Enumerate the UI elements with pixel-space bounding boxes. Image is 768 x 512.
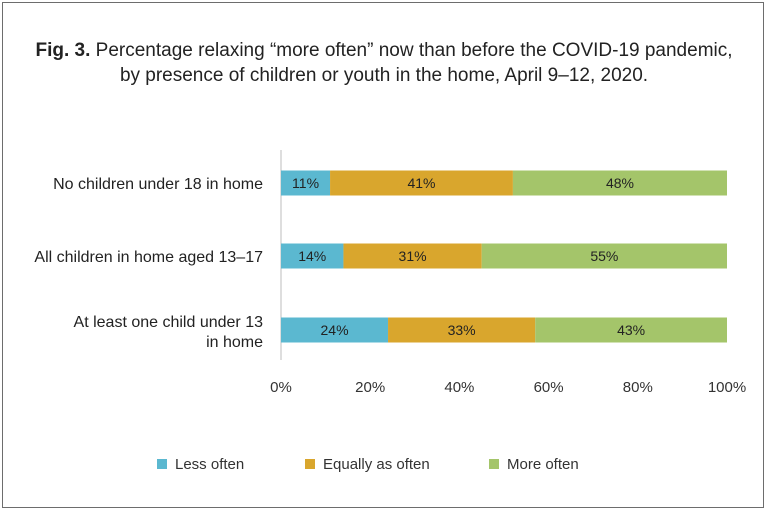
bar-segment	[281, 170, 331, 196]
legend-label: Equally as often	[323, 456, 430, 473]
x-tick-label: 80%	[623, 379, 653, 396]
data-label: 55%	[590, 248, 618, 264]
legend-label: Less often	[175, 456, 244, 473]
legend-swatch	[489, 459, 499, 469]
bar-segment	[281, 317, 389, 343]
category-label: in home	[206, 334, 263, 351]
title-text-1: Percentage relaxing “more often” now tha…	[95, 40, 733, 61]
data-label: 43%	[617, 322, 645, 338]
data-label: 31%	[399, 248, 427, 264]
category-label: At least one child under 13	[74, 314, 264, 331]
chart-title-line-1: Fig. 3. Percentage relaxing “more often”…	[0, 38, 768, 63]
data-label: 24%	[321, 322, 349, 338]
category-label: No children under 18 in home	[53, 176, 263, 193]
legend-label: More often	[507, 456, 579, 473]
x-tick-label: 100%	[708, 379, 746, 396]
category-label: All children in home aged 13–17	[34, 249, 263, 266]
x-tick-label: 20%	[355, 379, 385, 396]
bar-segment	[281, 243, 344, 269]
bar-segment	[535, 317, 727, 343]
data-label: 48%	[606, 175, 634, 191]
legend-swatch	[157, 459, 167, 469]
bar-segment	[343, 243, 482, 269]
data-label: 41%	[407, 175, 435, 191]
x-tick-label: 0%	[270, 379, 292, 396]
bar-segment	[512, 170, 727, 196]
bar-segment	[481, 243, 727, 269]
x-tick-label: 40%	[444, 379, 474, 396]
chart-title: Fig. 3. Percentage relaxing “more often”…	[0, 38, 768, 88]
chart-title-line-2: by presence of children or youth in the …	[119, 65, 649, 86]
bar-segment	[388, 317, 536, 343]
data-label: 14%	[298, 248, 326, 264]
data-label: 11%	[292, 175, 319, 191]
legend-swatch	[305, 459, 315, 469]
data-label: 33%	[448, 322, 476, 338]
bar-segment	[330, 170, 513, 196]
x-tick-label: 60%	[534, 379, 564, 396]
figure-number: Fig. 3.	[35, 40, 91, 61]
